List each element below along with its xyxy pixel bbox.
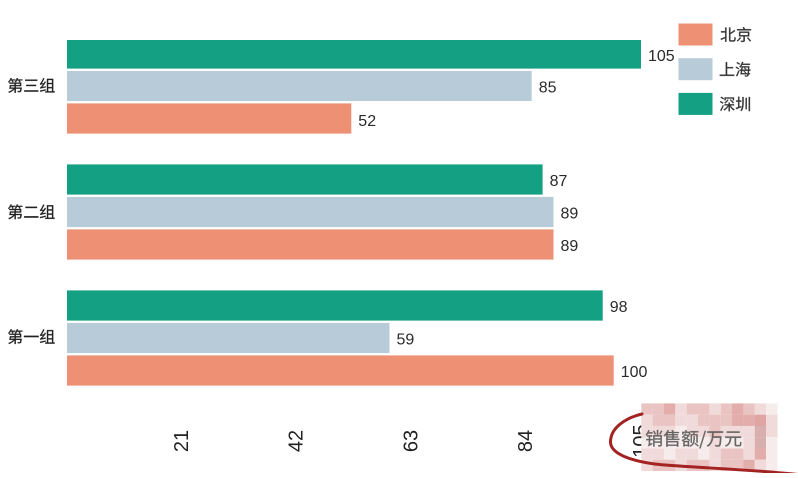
svg-text:89: 89 [561, 206, 579, 223]
svg-text:59: 59 [397, 332, 415, 349]
svg-text:98: 98 [610, 299, 628, 316]
svg-text:42: 42 [286, 430, 308, 452]
svg-text:52: 52 [358, 113, 376, 130]
svg-text:105: 105 [648, 48, 675, 65]
svg-text:100: 100 [621, 364, 648, 381]
svg-text:85: 85 [539, 80, 557, 97]
svg-text:21: 21 [171, 430, 193, 452]
svg-text:84: 84 [515, 430, 537, 452]
svg-text:63: 63 [400, 430, 422, 452]
svg-text:87: 87 [550, 173, 568, 190]
svg-text:89: 89 [561, 238, 579, 255]
